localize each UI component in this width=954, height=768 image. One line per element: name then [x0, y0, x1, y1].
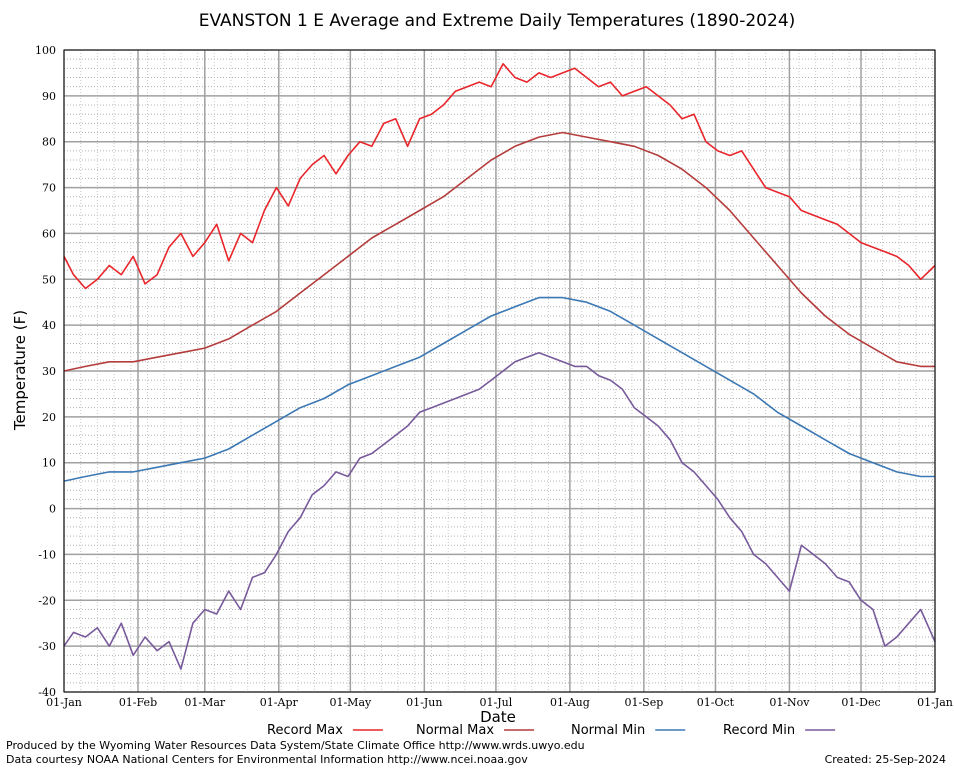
x-tick-label: 01-Jan [46, 696, 82, 709]
y-tick-label: 40 [42, 319, 56, 332]
plot-frame [63, 49, 936, 693]
x-tick-label: 01-Sep [624, 696, 663, 709]
legend-label-normal-min: Normal Min [571, 723, 645, 738]
major-grid [63, 49, 936, 693]
y-tick-label: -30 [38, 640, 56, 653]
y-tick-label: 0 [49, 503, 56, 516]
y-tick-label: 70 [42, 182, 56, 195]
x-tick-label: 01-Nov [769, 696, 810, 709]
x-tick-label: 01-Apr [260, 696, 299, 709]
x-tick-label: 01-Jan [917, 696, 953, 709]
series-line-record-min [63, 351, 936, 670]
y-axis-ticks: -40 -30 -20 -10 0 10 20 30 40 50 60 70 80 90 100 [35, 44, 56, 699]
footer-data-courtesy: Data courtesy NOAA National Centers for … [6, 753, 528, 766]
legend: Record Max Normal Max Normal Min Record Min [267, 723, 836, 738]
x-tick-label: 01-Mar [184, 696, 226, 709]
y-tick-label: -20 [38, 594, 56, 607]
x-axis-label: Date [480, 708, 516, 726]
series-line-record-max [63, 62, 936, 290]
legend-label-normal-max: Normal Max [416, 723, 494, 738]
x-axis-ticks: 01-Jan 01-Feb 01-Mar 01-Apr 01-May 01-Jun 01-J… [46, 696, 953, 709]
chart-title: EVANSTON 1 E Average and Extreme Daily T… [199, 11, 796, 31]
y-tick-label: 60 [42, 227, 56, 240]
y-tick-label: -10 [38, 548, 56, 561]
series-layer [63, 62, 936, 670]
x-tick-label: 01-Aug [550, 696, 590, 709]
x-tick-label: 01-Oct [697, 696, 735, 709]
legend-label-record-min: Record Min [723, 723, 795, 738]
x-tick-label: 01-May [329, 696, 372, 709]
y-tick-label: 100 [35, 44, 56, 57]
footer-created-date: Created: 25-Sep-2024 [825, 753, 946, 766]
y-tick-label: 30 [42, 365, 56, 378]
x-tick-label: 01-Jul [480, 696, 513, 709]
series-line-normal-max [63, 131, 935, 372]
x-tick-label: 01-Jun [406, 696, 442, 709]
y-tick-label: 90 [42, 90, 56, 103]
y-axis-label: Temperature (F) [11, 310, 29, 431]
y-tick-label: 50 [42, 273, 56, 286]
x-tick-label: 01-Feb [119, 696, 157, 709]
footer-produced-by: Produced by the Wyoming Water Resources … [6, 739, 585, 752]
y-tick-label: -40 [38, 686, 56, 699]
legend-label-record-max: Record Max [267, 723, 343, 738]
y-tick-label: 20 [42, 411, 56, 424]
series-line-normal-min [63, 296, 935, 482]
y-tick-label: 80 [42, 136, 56, 149]
x-tick-label: 01-Dec [841, 696, 880, 709]
y-tick-label: 10 [42, 457, 56, 470]
